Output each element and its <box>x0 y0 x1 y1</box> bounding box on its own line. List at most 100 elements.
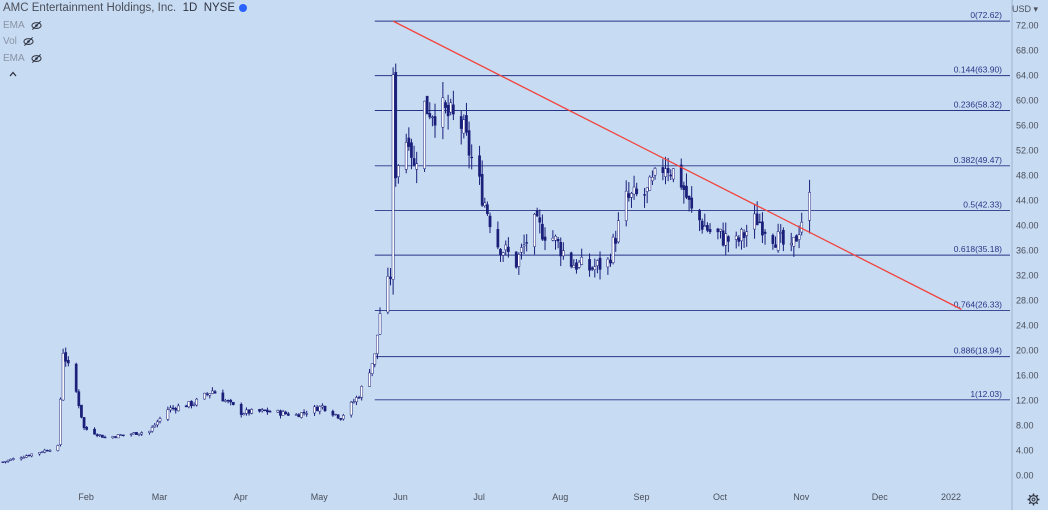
candle-body <box>486 204 489 214</box>
candle-body <box>478 155 481 177</box>
candle-body <box>703 225 707 228</box>
candle-body <box>737 237 741 242</box>
candle-body <box>449 102 453 113</box>
candle-body <box>48 450 52 452</box>
candle-body <box>630 193 633 198</box>
candle-body <box>4 461 7 463</box>
candle-body <box>609 259 612 264</box>
indicator-row[interactable]: EMA <box>3 53 42 64</box>
time-axis-label: Oct <box>713 492 728 502</box>
time-axis-label: Feb <box>78 492 94 502</box>
candle-body <box>121 434 125 436</box>
candle-body <box>318 406 322 412</box>
candle-body <box>11 458 15 460</box>
price-tick-label: 60.00 <box>1016 96 1039 106</box>
candle-body <box>470 156 474 159</box>
price-tick-label: 32.00 <box>1016 271 1039 281</box>
fib-level-label: 1(12.03) <box>970 389 1002 399</box>
time-axis-label: Aug <box>552 492 568 502</box>
candle-body <box>687 195 691 200</box>
candle-body <box>551 237 555 241</box>
candle-body <box>323 405 327 412</box>
candle-body <box>334 413 337 416</box>
price-tick-label: 40.00 <box>1016 221 1039 231</box>
candle-body <box>263 409 267 411</box>
candle-body <box>590 267 594 270</box>
candle-body <box>101 434 104 438</box>
candle-body <box>187 401 191 408</box>
fib-level-label: 0.144(63.90) <box>954 65 1002 75</box>
candle-body <box>43 449 47 453</box>
time-axis-label: May <box>311 492 329 502</box>
candle-body <box>394 71 398 179</box>
candle-body <box>59 398 62 446</box>
candle-body <box>776 231 780 251</box>
collapse-legend-icon[interactable] <box>8 70 18 78</box>
candle-body <box>758 221 762 224</box>
candle-body <box>342 415 345 420</box>
candle-body <box>745 231 749 236</box>
candle-body <box>25 455 28 458</box>
trendline[interactable] <box>392 20 962 310</box>
candle-body <box>666 168 670 174</box>
candle-body <box>378 313 382 335</box>
candle-body <box>525 242 529 244</box>
price-tick-label: 64.00 <box>1016 71 1039 81</box>
candle-body <box>763 231 767 234</box>
candle-body <box>211 390 214 394</box>
candle-body <box>543 236 547 241</box>
interval-label: 1D <box>182 2 198 14</box>
indicator-row[interactable]: Vol <box>3 36 34 47</box>
fib-level-label: 0.5(42.33) <box>963 199 1002 209</box>
candle-body <box>284 411 288 415</box>
candle-body <box>116 434 120 439</box>
candle-body <box>611 236 615 263</box>
candle-body <box>672 168 675 180</box>
indicator-label: Vol <box>3 36 17 47</box>
indicator-row[interactable]: EMA <box>3 20 42 31</box>
price-tick-label: 28.00 <box>1016 296 1039 306</box>
candle-body <box>719 228 722 232</box>
candle-body <box>520 247 523 253</box>
candle-body <box>30 453 34 457</box>
candle-body <box>782 230 785 245</box>
candle-body <box>82 417 86 429</box>
candle-body <box>174 408 178 411</box>
hidden-eye-icon[interactable] <box>23 36 34 47</box>
price-tick-label: 52.00 <box>1016 146 1039 156</box>
candle-body <box>407 137 411 147</box>
candle-body <box>690 197 694 209</box>
candle-body <box>239 404 243 415</box>
candle-body <box>297 414 301 418</box>
candle-body <box>559 242 563 257</box>
candle-body <box>355 397 358 403</box>
candle-body <box>98 434 102 436</box>
candle-body <box>577 261 581 268</box>
candle-body <box>258 409 261 412</box>
candle-body <box>203 392 206 400</box>
candle-body <box>140 432 144 435</box>
candle-body <box>368 372 371 387</box>
candle-body <box>391 74 395 280</box>
hidden-eye-icon[interactable] <box>31 20 42 31</box>
price-tick-label: 72.00 <box>1016 21 1039 31</box>
candle-body <box>77 391 81 407</box>
symbol-legend[interactable]: AMC Entertainment Holdings, Inc. 1D NYSE <box>3 2 248 14</box>
candle-body <box>150 427 154 432</box>
price-tick-label: 16.00 <box>1016 371 1039 381</box>
candle-body <box>774 244 777 248</box>
candle-body <box>664 168 667 177</box>
candle-body <box>716 228 720 233</box>
candle-body <box>74 363 78 392</box>
candle-body <box>339 418 343 420</box>
candle-body <box>452 104 455 115</box>
gear-icon[interactable] <box>1027 493 1040 506</box>
currency-selector[interactable]: USD ▾ <box>1011 4 1038 14</box>
candle-body <box>753 213 756 230</box>
candle-body <box>153 424 157 428</box>
candle-body <box>441 97 445 128</box>
hidden-eye-icon[interactable] <box>31 53 42 64</box>
candle-body <box>533 213 536 247</box>
currency-label: USD <box>1011 4 1031 14</box>
